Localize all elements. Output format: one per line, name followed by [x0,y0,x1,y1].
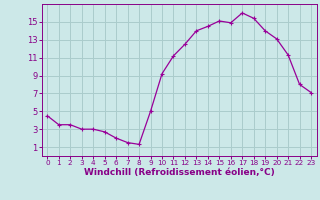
X-axis label: Windchill (Refroidissement éolien,°C): Windchill (Refroidissement éolien,°C) [84,168,275,177]
